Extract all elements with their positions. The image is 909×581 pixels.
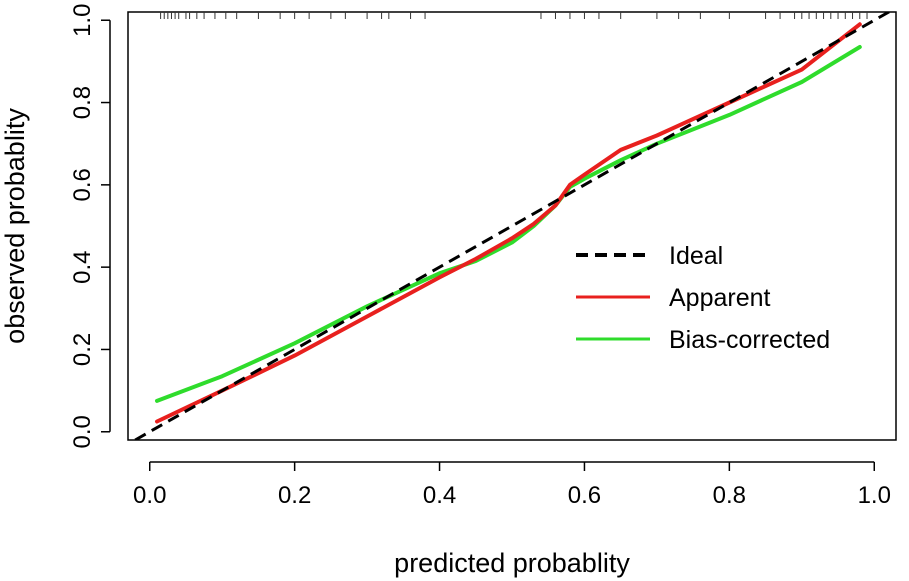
- y-tick-label-5: 1.0: [69, 4, 96, 37]
- legend-label-2: Bias-corrected: [669, 326, 830, 354]
- x-tick-label-4: 0.8: [713, 482, 746, 509]
- series-line-apparent: [155, 22, 862, 424]
- x-tick-label-3: 0.6: [568, 482, 601, 509]
- x-tick-label-1: 0.2: [278, 482, 311, 509]
- legend-label-0: Ideal: [669, 242, 723, 270]
- y-axis: 0.0 0.2 0.4 0.6 0.8 1.0: [69, 4, 111, 448]
- plot-frame: [127, 11, 897, 441]
- x-tick-label-5: 1.0: [858, 482, 891, 509]
- x-tick-label-2: 0.4: [423, 482, 456, 509]
- legend: Ideal Apparent Bias-corrected: [576, 242, 830, 354]
- x-tick-label-0: 0.0: [133, 482, 166, 509]
- x-axis: 0.0 0.2 0.4 0.6 0.8 1.0: [133, 461, 891, 509]
- y-axis-label: observed probablity: [0, 108, 30, 344]
- rug-marks: [160, 12, 868, 19]
- y-tick-label-3: 0.6: [69, 168, 96, 201]
- series-line-ideal: [134, 12, 892, 440]
- x-axis-label: predicted probablity: [394, 548, 630, 578]
- y-tick-label-0: 0.0: [69, 415, 96, 448]
- y-tick-label-2: 0.4: [69, 250, 96, 283]
- y-tick-label-1: 0.2: [69, 333, 96, 366]
- series-lines: [134, 12, 892, 440]
- legend-label-1: Apparent: [669, 284, 771, 312]
- y-tick-label-4: 0.8: [69, 86, 96, 119]
